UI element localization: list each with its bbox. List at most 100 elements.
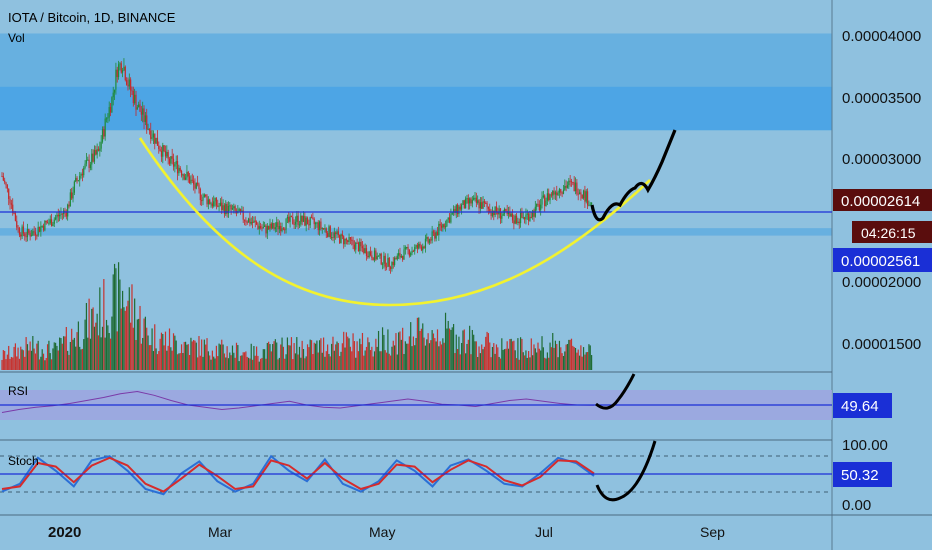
candle-body [143,108,145,122]
candle-body [83,167,85,176]
candle-body [348,237,350,242]
candle-body [189,176,191,184]
volume-bar [112,274,114,370]
volume-bar [343,331,345,370]
volume-bar [428,343,431,370]
volume-bar [556,343,558,370]
volume-bar [93,326,96,370]
volume-bar [116,331,118,370]
candle-body [343,236,345,245]
candle-body [294,221,297,225]
volume-bar [50,359,53,370]
candle-body [67,204,69,217]
candle-body [522,217,524,219]
candle-body [494,206,496,216]
candle-body [226,203,228,214]
candle-body [427,237,429,243]
volume-bar [17,347,19,370]
volume-bar [552,332,554,370]
candle-body [306,217,309,225]
projection-drawing-stoch[interactable] [595,440,657,502]
candle-body [400,255,402,258]
candle-body [310,217,313,219]
volume-bar [383,334,385,370]
volume-bar [308,347,310,370]
candle-body [487,206,490,209]
time-axis[interactable]: 2020 Mar May Jul Sep [48,524,725,541]
time-tick: 2020 [48,524,81,541]
candle-body [18,228,21,235]
volume-bar [324,356,326,370]
volume-bar [438,346,440,370]
candle-body [333,232,335,238]
volume-bar [586,352,589,370]
volume-bar [256,346,258,370]
volume-bar [231,345,234,370]
candle-body [394,257,396,265]
volume-bar [249,358,251,370]
volume-bar [461,342,463,370]
volume-bar [396,354,398,370]
candle-body [536,203,538,207]
volume-bar [325,351,327,370]
candle-body [454,208,456,214]
volume-bar [481,344,483,370]
candle-body [514,215,516,224]
candle-body [390,266,392,270]
volume-bar [301,340,303,370]
candle-body [40,226,42,232]
volume-bar [305,356,307,370]
volume-bar [380,351,382,370]
candle-body [75,177,77,182]
volume-bar [16,356,18,370]
candle-body [152,133,155,138]
candle-body [2,176,4,181]
price-axis[interactable]: 0.00004000 0.00003500 0.00003000 0.00002… [842,28,921,514]
candle-body [379,253,381,256]
volume-bar [148,345,150,370]
volume-bar [394,345,396,370]
volume-bar [411,346,413,370]
volume-bar [226,346,228,370]
candle-body [360,241,362,247]
candle-body [69,192,71,207]
volume-bar [20,346,22,370]
projection-drawing-price[interactable] [590,129,677,222]
candle-body [46,222,49,224]
candle-body [115,69,117,90]
volume-bar [21,349,23,370]
candle-body [473,197,475,200]
volume-bar [452,323,455,370]
volume-bar [363,355,365,370]
candle-body [530,216,532,218]
candle-body [509,212,511,217]
candle-body [376,256,378,260]
candle-body [223,205,226,215]
volume-bar [313,342,315,370]
candle-body [164,151,167,157]
candle-body [179,167,181,171]
candle-body [250,221,252,224]
candle-body [318,221,321,231]
candle-body [142,108,144,115]
volume-bar [108,332,110,370]
volume-bar [34,353,37,370]
volume-bar [274,339,276,370]
cup-curve[interactable] [138,137,651,307]
candle-body [219,202,222,206]
candle-body [202,196,204,201]
volume-bar [546,352,548,370]
level-price-value: 0.00002561 [841,253,920,270]
volume-bar [201,339,203,370]
candle-body [371,255,373,258]
volume-bar [225,357,227,370]
candle-body [513,220,515,224]
candle-body [13,212,15,214]
volume-bar [126,306,128,370]
candle-body [172,158,175,167]
projection-drawing-rsi[interactable] [595,373,636,410]
candle-body [217,205,219,207]
volume-bar [175,340,177,370]
candle-body [461,204,463,210]
candle-body [542,195,544,198]
